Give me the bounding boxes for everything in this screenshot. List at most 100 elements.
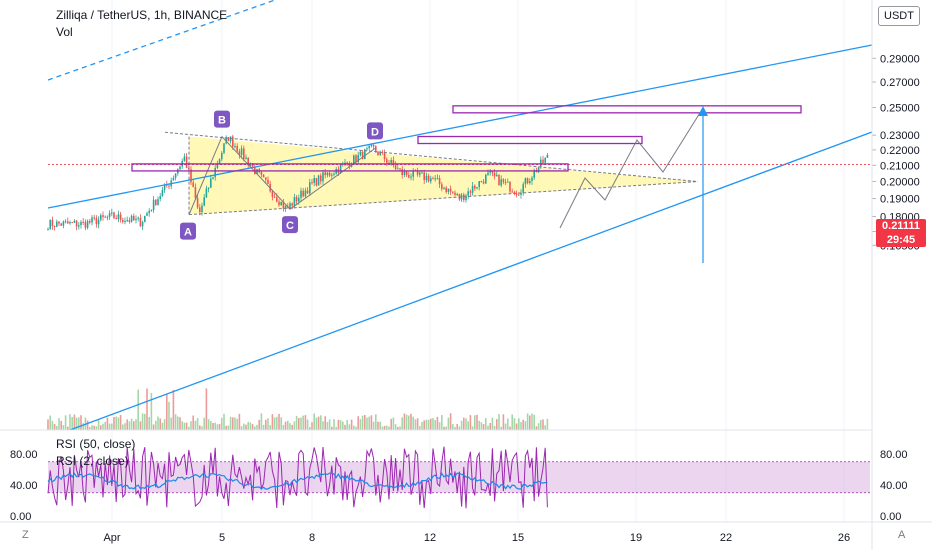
candle-body xyxy=(456,193,458,195)
auto-scale-button[interactable]: A xyxy=(898,529,906,541)
candle-body xyxy=(155,199,157,206)
candle-body xyxy=(524,178,527,185)
volume-bar xyxy=(456,423,458,430)
candle-body xyxy=(212,177,214,179)
volume-bar xyxy=(91,425,93,430)
rsi50-legend[interactable]: RSI (50, close) xyxy=(56,437,136,451)
candle-body xyxy=(60,223,62,226)
candle-body xyxy=(355,155,357,162)
candle-body xyxy=(339,164,342,173)
candle-body xyxy=(465,195,467,201)
pattern-layer xyxy=(189,136,698,215)
volume-bar xyxy=(247,421,249,430)
log-scale-button[interactable]: Z xyxy=(22,529,29,541)
rsi2-legend[interactable]: RSI (2, close) xyxy=(56,454,129,468)
volume-bar xyxy=(353,425,355,430)
candle-body xyxy=(245,157,247,159)
volume-bar xyxy=(135,419,137,430)
volume-bar xyxy=(298,418,300,430)
time-tick-label: 5 xyxy=(219,532,225,544)
volume-bar xyxy=(390,418,392,430)
candle-body xyxy=(128,220,131,222)
volume-bar xyxy=(170,417,172,430)
candle-body xyxy=(179,166,181,170)
candle-body xyxy=(108,213,111,217)
candle-body xyxy=(194,187,197,199)
volume-bar xyxy=(157,416,159,430)
volume-bar xyxy=(218,423,221,430)
candle-body xyxy=(100,215,102,220)
volume-bar xyxy=(383,425,386,430)
volume-bar xyxy=(130,418,133,430)
volume-bar xyxy=(276,416,278,430)
candle-body xyxy=(267,179,269,184)
volume-bar xyxy=(476,414,478,430)
volume-bar xyxy=(496,419,498,430)
currency-badge[interactable]: USDT xyxy=(878,6,920,26)
time-tick-label: 15 xyxy=(512,532,524,544)
candle-body xyxy=(256,169,258,175)
candle-body xyxy=(452,191,454,193)
volume-bar xyxy=(357,416,359,430)
volume-bar xyxy=(344,424,346,430)
volume-bar xyxy=(289,423,291,430)
volume-bar xyxy=(71,416,73,430)
candle-body xyxy=(513,191,516,194)
symbol-title[interactable]: Zilliqa / TetherUS, 1h, BINANCE xyxy=(56,8,228,22)
volume-bar xyxy=(205,388,208,430)
volume-bar xyxy=(421,421,423,430)
candle-body xyxy=(183,156,186,161)
candle-body xyxy=(89,220,91,223)
volume-bar xyxy=(280,417,282,430)
candle-body xyxy=(64,221,67,223)
candle-body xyxy=(227,137,230,141)
candle-body xyxy=(544,157,546,163)
volume-bar xyxy=(115,416,117,430)
volume-bar xyxy=(93,425,95,430)
volume-bar xyxy=(102,423,104,430)
volume-bar xyxy=(260,413,263,430)
candle-body xyxy=(163,184,166,191)
candle-body xyxy=(346,162,348,164)
upper-channel-line xyxy=(47,44,873,209)
candle-body xyxy=(124,220,126,223)
candle-body xyxy=(317,175,320,186)
volume-bar xyxy=(350,419,353,430)
rsi-right-tick: 0.00 xyxy=(880,511,901,523)
candle-body xyxy=(174,173,177,178)
volume-bar xyxy=(53,424,56,430)
candle-body xyxy=(251,165,254,167)
candle-body xyxy=(502,179,505,183)
candle-body xyxy=(102,215,104,217)
candle-body xyxy=(236,146,238,152)
candle-body xyxy=(152,199,155,211)
candle-body xyxy=(122,219,124,223)
candle-body xyxy=(480,181,483,183)
volume-bar xyxy=(540,419,542,430)
volume-bar xyxy=(100,425,102,430)
volume-bar xyxy=(163,419,166,430)
volume-bar xyxy=(159,418,161,430)
volume-bar xyxy=(234,417,236,430)
volume-bar xyxy=(97,419,100,430)
volume-bar xyxy=(328,419,331,430)
volume-bar xyxy=(498,414,500,430)
volume-bar xyxy=(141,413,144,430)
candle-body xyxy=(78,225,80,227)
candle-countdown: 29:45 xyxy=(886,234,916,246)
target-arrowhead xyxy=(698,106,708,116)
volume-bar xyxy=(128,421,131,430)
point-label-b: B xyxy=(218,115,226,127)
candle-body xyxy=(141,221,144,227)
candle-body xyxy=(445,187,447,193)
rsi2-line xyxy=(47,446,548,509)
candle-body xyxy=(218,159,221,165)
volume-bar xyxy=(333,419,335,430)
rsi-right-tick: 80.00 xyxy=(880,449,908,461)
grid xyxy=(111,0,845,522)
candle-body xyxy=(386,159,388,163)
volume-bar xyxy=(271,414,274,430)
volume-bar xyxy=(284,421,287,430)
candle-body xyxy=(427,175,430,182)
